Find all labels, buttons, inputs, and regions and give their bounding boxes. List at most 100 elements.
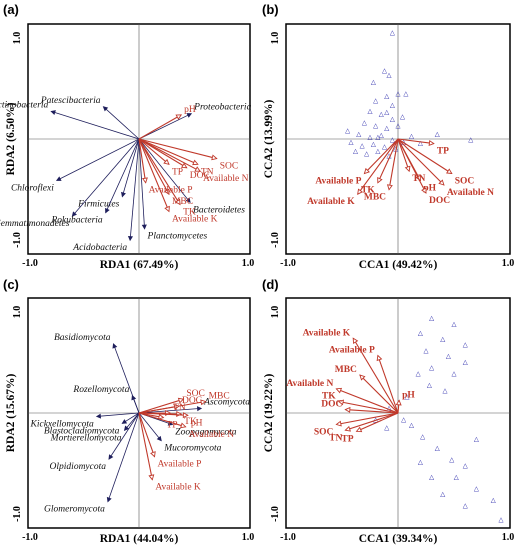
x-tick-label: 1.0: [502, 258, 515, 269]
taxon-label: Basidiomycota: [54, 333, 111, 343]
site-marker: △: [384, 124, 389, 132]
site-marker: △: [429, 364, 434, 372]
taxon-arrowhead: [95, 413, 102, 419]
site-marker: △: [375, 147, 380, 155]
taxon-arrow: [108, 412, 140, 460]
site-marker: △: [368, 133, 373, 141]
taxon-arrowhead: [196, 406, 203, 412]
site-marker: △: [452, 320, 457, 328]
env-label: TP: [437, 147, 449, 157]
y-tick-label: 1.0: [12, 306, 23, 319]
taxon-arrowhead: [121, 419, 128, 424]
env-arrowhead: [141, 177, 148, 184]
env-arrowhead: [438, 179, 445, 186]
env-label: MBC: [364, 193, 386, 203]
env-arrowhead: [344, 425, 351, 432]
panel-label: (b): [262, 2, 279, 17]
site-marker: △: [420, 433, 425, 441]
x-tick-label: -1.0: [280, 532, 296, 543]
site-marker: △: [390, 115, 395, 123]
site-marker: △: [499, 515, 504, 523]
env-arrow: [338, 400, 399, 414]
taxon-arrow: [51, 111, 140, 140]
env-arrow: [388, 138, 399, 190]
site-marker: △: [404, 392, 409, 400]
env-label: SOC: [455, 177, 475, 187]
env-arrow: [345, 412, 399, 431]
env-arrowhead: [352, 337, 359, 345]
taxon-arrow: [138, 408, 202, 414]
env-arrow: [336, 412, 399, 426]
taxon-label: Mortierellomycota: [50, 433, 122, 443]
site-marker: △: [443, 387, 448, 395]
env-arrow: [138, 138, 170, 195]
site-marker: △: [418, 329, 423, 337]
env-arrowhead: [376, 354, 383, 362]
env-label: SOC: [186, 389, 204, 399]
env-label: pH: [423, 183, 436, 193]
env-label: TK: [183, 208, 196, 218]
env-arrow: [138, 412, 156, 457]
env-label: DOC: [429, 196, 450, 206]
site-marker: △: [396, 90, 401, 98]
taxon-arrow: [121, 138, 140, 197]
taxon-label: Gemmatimonadetes: [0, 219, 70, 229]
site-marker: △: [373, 122, 378, 130]
taxon-label: Acidobacteria: [72, 243, 127, 253]
panel-d: (d) -1.0 1.0 1.0 -1.0 CCA1 (39.34%) CCA2 (19.2…: [262, 277, 514, 545]
x-axis-title: CCA1 (39.34%): [359, 533, 438, 545]
env-arrowhead: [335, 420, 342, 427]
env-label: Available N: [447, 188, 494, 198]
env-arrowhead: [192, 159, 199, 166]
env-arrow: [138, 114, 182, 140]
env-arrow: [397, 138, 434, 145]
site-marker: △: [375, 133, 380, 141]
env-label: TN: [173, 403, 186, 413]
env-label: Available K: [307, 197, 355, 207]
site-marker: △: [452, 369, 457, 377]
site-marker: △: [379, 131, 384, 139]
env-arrow: [336, 388, 399, 414]
site-marker: △: [384, 92, 389, 100]
taxon-arrow: [96, 412, 140, 417]
env-arrowhead: [148, 474, 155, 481]
y-axis-title: RDA2 (15.67%): [5, 374, 17, 453]
site-marker: △: [463, 341, 468, 349]
site-marker: △: [435, 444, 440, 452]
env-arrowhead: [363, 167, 370, 175]
env-label: Available P: [329, 346, 375, 356]
taxon-label: Blastocladiomycota: [44, 426, 120, 436]
site-marker: △: [416, 369, 421, 377]
site-marker: △: [390, 136, 395, 144]
site-marker: △: [384, 108, 389, 116]
taxon-arrow: [72, 138, 140, 217]
env-label: Available K: [303, 328, 351, 338]
y-tick-label: -1.0: [12, 232, 23, 248]
site-marker: △: [468, 136, 473, 144]
site-marker: △: [463, 461, 468, 469]
taxon-label: Rozellomycota: [72, 385, 129, 395]
x-tick-label: 1.0: [502, 532, 515, 543]
env-label: Available K: [172, 214, 218, 224]
taxon-arrowhead: [71, 211, 77, 217]
env-label: TP: [341, 434, 353, 444]
site-marker: △: [387, 71, 392, 79]
taxon-arrowhead: [121, 191, 126, 198]
site-marker: △: [390, 29, 395, 37]
site-marker: △: [373, 415, 378, 423]
site-marker: △: [382, 67, 387, 75]
taxon-arrowhead: [185, 197, 191, 204]
site-marker: △: [409, 421, 414, 429]
panel-label: (d): [262, 277, 279, 292]
site-marker: △: [382, 142, 387, 150]
y-axis-title: CCA2 (13.99%): [263, 100, 275, 179]
env-arrowhead: [163, 158, 170, 165]
env-arrow: [138, 138, 170, 212]
env-label: DOC: [321, 400, 342, 410]
env-arrow: [357, 138, 399, 195]
env-arrow: [359, 374, 399, 414]
site-marker: △: [348, 138, 353, 146]
env-arrow: [138, 398, 184, 414]
taxon-arrowhead: [141, 224, 147, 230]
site-marker: △: [429, 314, 434, 322]
